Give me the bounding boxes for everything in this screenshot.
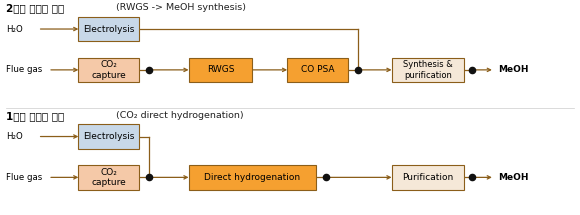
Text: (RWGS -> MeOH synthesis): (RWGS -> MeOH synthesis) — [113, 3, 246, 12]
Text: Synthesis &
purification: Synthesis & purification — [403, 60, 452, 80]
Point — [144, 68, 154, 72]
FancyBboxPatch shape — [78, 165, 139, 190]
FancyBboxPatch shape — [392, 165, 464, 190]
Text: MeOH: MeOH — [498, 173, 528, 182]
Text: H₂O: H₂O — [6, 25, 23, 34]
FancyBboxPatch shape — [78, 57, 139, 82]
FancyBboxPatch shape — [188, 165, 316, 190]
FancyBboxPatch shape — [78, 124, 139, 149]
FancyBboxPatch shape — [392, 57, 464, 82]
Text: CO PSA: CO PSA — [301, 65, 334, 74]
Text: RWGS: RWGS — [206, 65, 234, 74]
Point — [321, 176, 331, 179]
FancyBboxPatch shape — [78, 17, 139, 41]
Text: Electrolysis: Electrolysis — [83, 25, 135, 34]
Point — [467, 176, 476, 179]
Text: Flue gas: Flue gas — [6, 65, 42, 74]
Point — [353, 68, 362, 72]
Text: Electrolysis: Electrolysis — [83, 132, 135, 141]
Text: Purification: Purification — [402, 173, 454, 182]
FancyBboxPatch shape — [188, 57, 252, 82]
Text: 2단계 메탄올 합성: 2단계 메탄올 합성 — [6, 3, 64, 13]
FancyBboxPatch shape — [287, 57, 348, 82]
Point — [467, 68, 476, 72]
Text: (CO₂ direct hydrogenation): (CO₂ direct hydrogenation) — [113, 111, 244, 120]
Text: CO₂
capture: CO₂ capture — [92, 60, 126, 80]
Text: Flue gas: Flue gas — [6, 173, 42, 182]
Text: H₂O: H₂O — [6, 132, 23, 141]
Text: CO₂
capture: CO₂ capture — [92, 168, 126, 187]
Text: 1단계 메탄올 합성: 1단계 메탄올 합성 — [6, 111, 64, 121]
Text: MeOH: MeOH — [498, 65, 528, 74]
Text: Direct hydrogenation: Direct hydrogenation — [204, 173, 300, 182]
Point — [144, 176, 154, 179]
